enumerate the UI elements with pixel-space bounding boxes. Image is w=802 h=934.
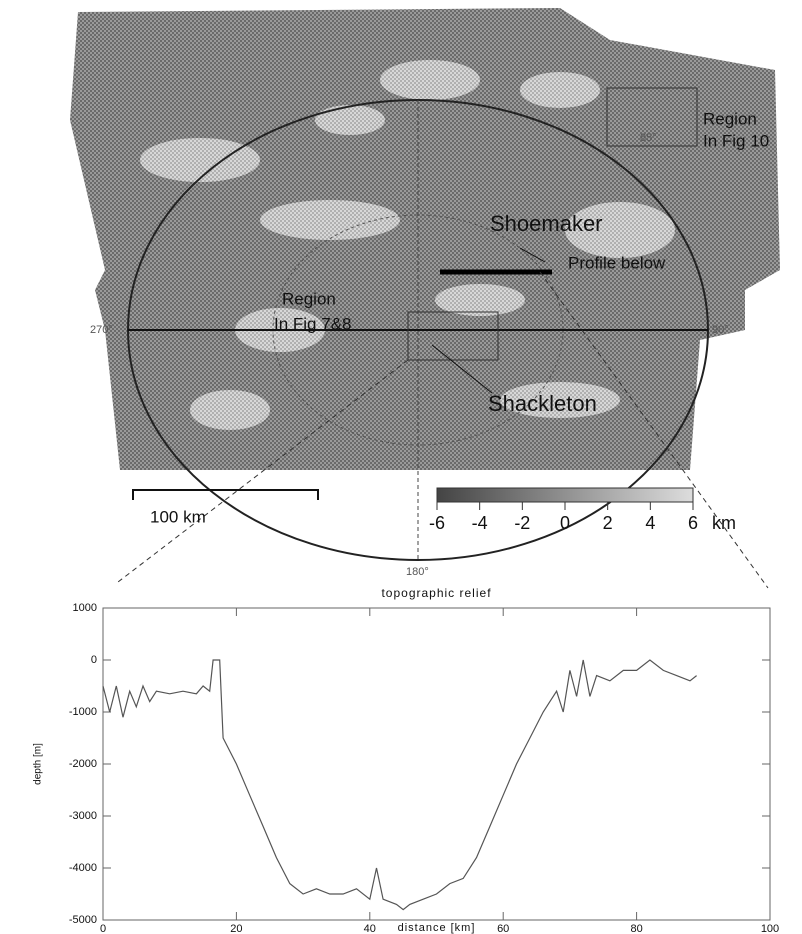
colorbar-tick-label: 4	[645, 513, 655, 533]
profile-line	[103, 660, 697, 910]
map-label: 270°	[90, 324, 113, 336]
y-tick-label: 1000	[73, 602, 97, 614]
x-tick-label: 80	[630, 923, 642, 934]
colorbar-tick-label: -6	[429, 513, 445, 533]
map: Region In Fig 10 85° Shoemaker Profile b…	[70, 8, 780, 588]
colorbar-unit: km	[712, 513, 736, 533]
map-label: Region	[282, 289, 336, 308]
map-label: Region	[703, 109, 757, 128]
map-label: In Fig 10	[703, 131, 769, 150]
map-label: In Fig 7&8	[274, 314, 352, 333]
y-tick-label: -3000	[69, 810, 97, 822]
colorbar	[437, 488, 693, 502]
colorbar-tick-label: -4	[472, 513, 488, 533]
x-tick-label: 0	[100, 923, 106, 934]
scale-bar	[133, 490, 318, 500]
y-tick-label: -2000	[69, 758, 97, 770]
y-axis-label: depth [m]	[33, 743, 44, 785]
map-label: 180°	[406, 566, 429, 578]
colorbar-tick-label: 2	[603, 513, 613, 533]
chart-title: topographic relief	[381, 586, 491, 600]
x-axis-label: distance [km]	[398, 922, 476, 934]
map-label: Shoemaker	[490, 211, 603, 236]
page: Region In Fig 10 85° Shoemaker Profile b…	[0, 0, 802, 934]
map-label: Profile below	[568, 253, 666, 272]
map-label: 85°	[640, 132, 657, 144]
figure: Region In Fig 10 85° Shoemaker Profile b…	[0, 0, 802, 934]
plot-frame	[103, 608, 770, 920]
map-label: Shackleton	[488, 391, 597, 416]
map-label: 90°	[712, 324, 729, 336]
y-tick-label: -5000	[69, 914, 97, 926]
scale-bar-label: 100 km	[150, 507, 206, 526]
y-tick-label: -1000	[69, 706, 97, 718]
y-tick-label: 0	[91, 654, 97, 666]
y-tick-label: -4000	[69, 862, 97, 874]
colorbar-tick-label: 6	[688, 513, 698, 533]
colorbar-tick-label: 0	[560, 513, 570, 533]
x-tick-label: 20	[230, 923, 242, 934]
x-tick-label: 100	[761, 923, 779, 934]
colorbar-tick-label: -2	[514, 513, 530, 533]
x-tick-label: 40	[364, 923, 376, 934]
x-tick-label: 60	[497, 923, 509, 934]
